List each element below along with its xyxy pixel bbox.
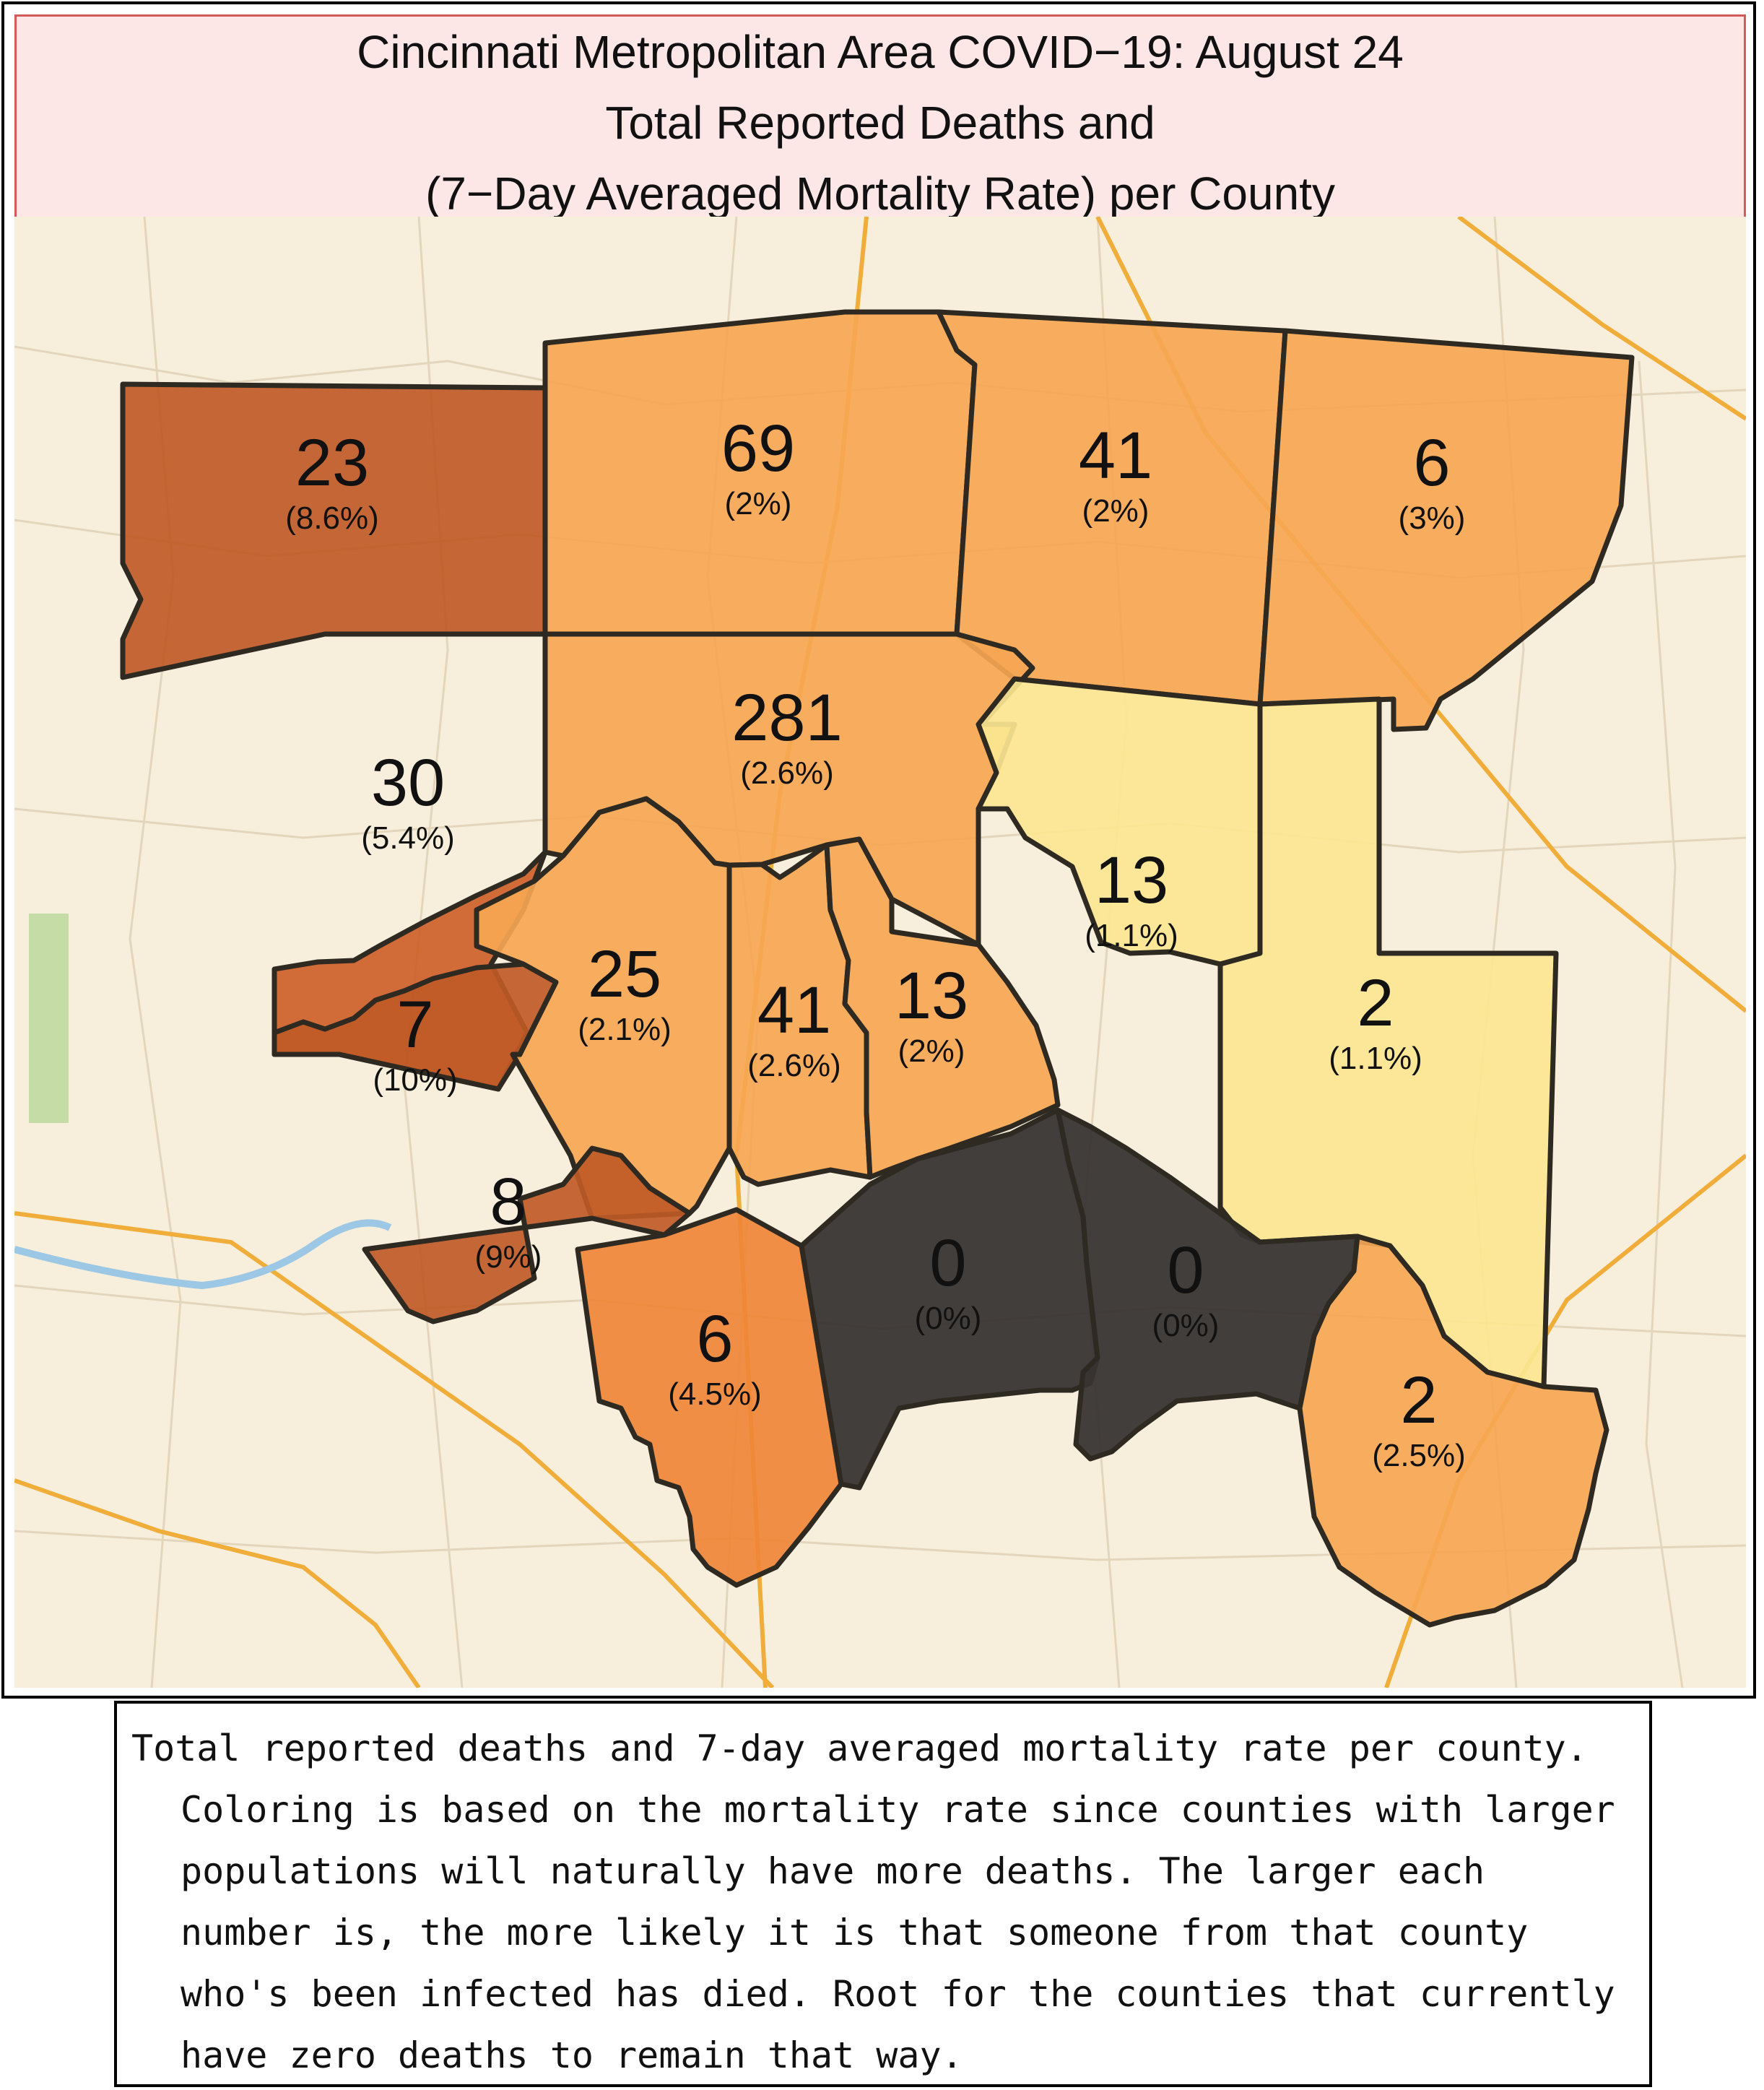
- county-region[interactable]: [1055, 1107, 1360, 1462]
- county-mortality-rate: (2.6%): [740, 755, 834, 791]
- county-death-count: 8: [490, 1165, 526, 1239]
- county-death-count: 0: [1167, 1233, 1204, 1307]
- county-death-count: 2: [1400, 1363, 1437, 1437]
- county-death-count: 0: [929, 1226, 966, 1300]
- county-region[interactable]: [474, 796, 732, 1221]
- county-mortality-rate: (8.6%): [285, 500, 379, 536]
- county-mortality-rate: (0%): [1152, 1308, 1220, 1343]
- county-death-count: 41: [757, 974, 831, 1047]
- county-region[interactable]: [362, 1145, 692, 1324]
- map-title: Cincinnati Metropolitan Area COVID−19: A…: [14, 14, 1746, 220]
- county-labels: 23(8.6%)69(2%)41(2%)6(3%)30(5.4%)281(2.6…: [285, 412, 1466, 1473]
- county-death-count: 69: [721, 412, 795, 485]
- county-death-count: 13: [1095, 844, 1168, 917]
- county-death-count: 281: [731, 681, 843, 755]
- county-region[interactable]: [824, 836, 1061, 1180]
- county-region[interactable]: [575, 1207, 844, 1588]
- county-mortality-rate: (1.1%): [1085, 918, 1178, 953]
- county-mortality-rate: (5.4%): [361, 820, 455, 856]
- ohio-river: [14, 1219, 392, 1290]
- county-death-count: 2: [1357, 966, 1394, 1040]
- county-death-count: 41: [1079, 419, 1152, 493]
- caption-box: Total reported deaths and 7-day averaged…: [114, 1701, 1652, 2087]
- state-forest: [29, 914, 69, 1123]
- county-region[interactable]: [1297, 1233, 1609, 1628]
- county-mortality-rate: (2%): [1082, 493, 1150, 529]
- county-death-count: 6: [1413, 426, 1450, 500]
- county-mortality-rate: (2.1%): [578, 1012, 672, 1047]
- county-death-count: 23: [295, 426, 369, 500]
- county-death-count: 30: [371, 746, 445, 820]
- county-death-count: 7: [396, 988, 433, 1062]
- county-mortality-rate: (1.1%): [1329, 1041, 1422, 1076]
- county-death-count: 6: [696, 1302, 733, 1376]
- county-mortality-rate: (2.5%): [1372, 1438, 1466, 1473]
- caption-text: Total reported deaths and 7-day averaged…: [131, 1727, 1615, 2076]
- title-line-3: (7−Day Averaged Mortality Rate) per Coun…: [425, 168, 1335, 220]
- counties: [120, 309, 1635, 1628]
- county-mortality-rate: (10%): [373, 1062, 457, 1098]
- title-line-1: Cincinnati Metropolitan Area COVID−19: A…: [357, 26, 1404, 78]
- title-line-2: Total Reported Deaths and: [605, 97, 1155, 149]
- county-mortality-rate: (2.6%): [747, 1048, 841, 1083]
- county-mortality-rate: (3%): [1399, 500, 1466, 536]
- county-mortality-rate: (2%): [898, 1033, 965, 1069]
- county-mortality-rate: (4.5%): [668, 1376, 762, 1412]
- county-mortality-rate: (2%): [725, 486, 792, 521]
- county-death-count: 13: [895, 959, 968, 1033]
- county-mortality-rate: (0%): [915, 1301, 982, 1336]
- county-region[interactable]: [271, 961, 559, 1092]
- county-map: 23(8.6%)69(2%)41(2%)6(3%)30(5.4%)281(2.6…: [14, 217, 1746, 1688]
- county-death-count: 25: [588, 937, 661, 1011]
- county-mortality-rate: (9%): [475, 1239, 542, 1275]
